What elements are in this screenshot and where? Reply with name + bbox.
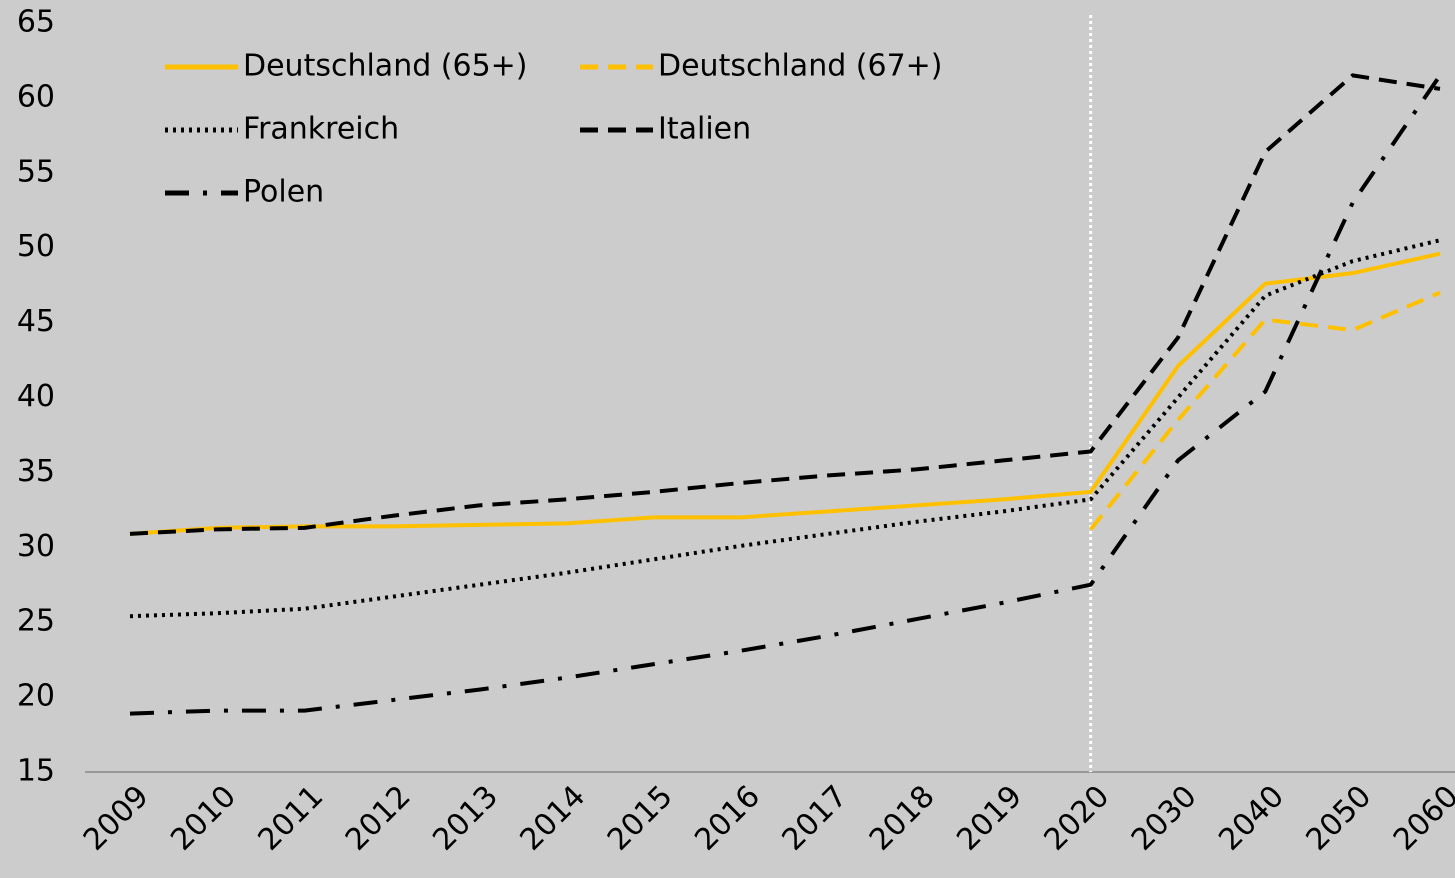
x-tick-label: 2016 [688, 779, 767, 858]
x-tick-label: 2010 [164, 779, 243, 858]
legend-label: Deutschland (67+) [658, 49, 943, 84]
line-series [129, 74, 1442, 716]
y-tick-label: 40 [17, 379, 55, 414]
x-tick-label: 2014 [514, 779, 593, 858]
x-tick-label: 2018 [863, 779, 942, 858]
x-tick-label: 2050 [1300, 779, 1379, 858]
y-tick-label: 20 [17, 679, 55, 714]
x-tick-label: 2060 [1387, 779, 1455, 858]
line-series [1089, 290, 1441, 531]
x-tick-label: 2011 [252, 779, 331, 858]
x-tick-label: 2030 [1125, 779, 1204, 858]
legend-label: Italien [658, 112, 751, 147]
x-tick-label: 2015 [601, 779, 680, 858]
x-tick-label: 2019 [950, 779, 1029, 858]
line-series [129, 238, 1441, 619]
y-tick-label: 55 [17, 154, 55, 189]
y-tick-label: 35 [17, 454, 55, 489]
y-tick-label: 25 [17, 604, 55, 639]
x-tick-label: 2012 [339, 779, 418, 858]
legend-label: Frankreich [243, 112, 399, 147]
legend-label: Deutschland (65+) [243, 49, 528, 84]
x-tick-label: 2040 [1212, 779, 1291, 858]
x-tick-label: 2017 [776, 779, 855, 858]
y-tick-label: 30 [17, 529, 55, 564]
line-series [129, 73, 1441, 536]
legend-label: Polen [243, 175, 324, 210]
y-tick-label: 60 [17, 79, 55, 114]
y-tick-label: 45 [17, 304, 55, 339]
y-tick-label: 65 [17, 5, 55, 40]
y-tick-label: 50 [17, 229, 55, 264]
x-tick-label: 2009 [77, 779, 156, 858]
x-tick-label: 2013 [426, 779, 505, 858]
y-tick-label: 15 [17, 754, 55, 789]
x-tick-label: 2020 [1038, 779, 1117, 858]
line-series [129, 251, 1441, 536]
